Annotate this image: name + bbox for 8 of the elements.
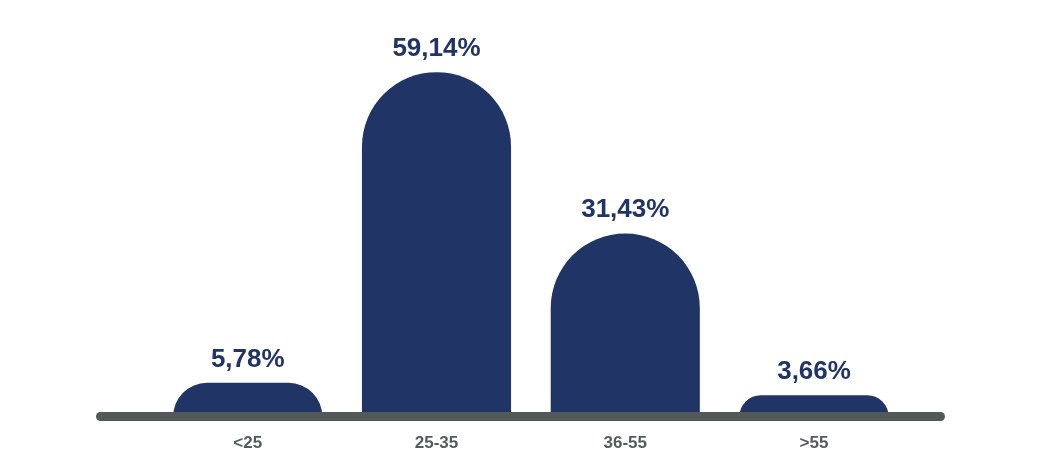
data-label: 59,14% bbox=[392, 32, 481, 63]
data-label: 5,78% bbox=[210, 342, 285, 373]
data-label: 31,43% bbox=[581, 193, 670, 224]
x-tick-label: 36-55 bbox=[603, 432, 648, 452]
x-tick-label: >55 bbox=[799, 432, 829, 452]
data-label: 3,66% bbox=[777, 355, 851, 386]
x-tick-label: 25-35 bbox=[414, 432, 459, 452]
x-tick-label: <25 bbox=[233, 432, 263, 452]
